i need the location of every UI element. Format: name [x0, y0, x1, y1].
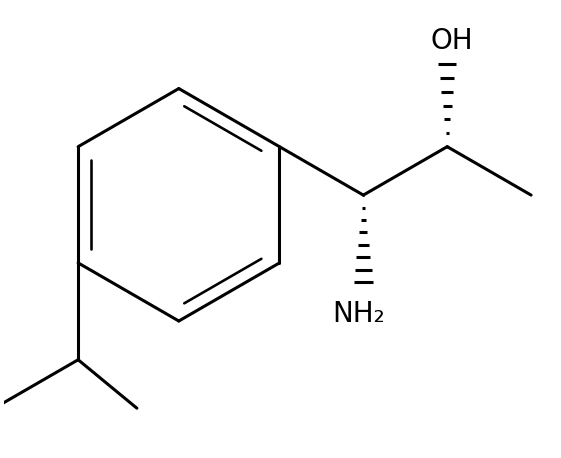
Text: OH: OH [431, 27, 473, 55]
Text: NH₂: NH₂ [332, 300, 385, 328]
